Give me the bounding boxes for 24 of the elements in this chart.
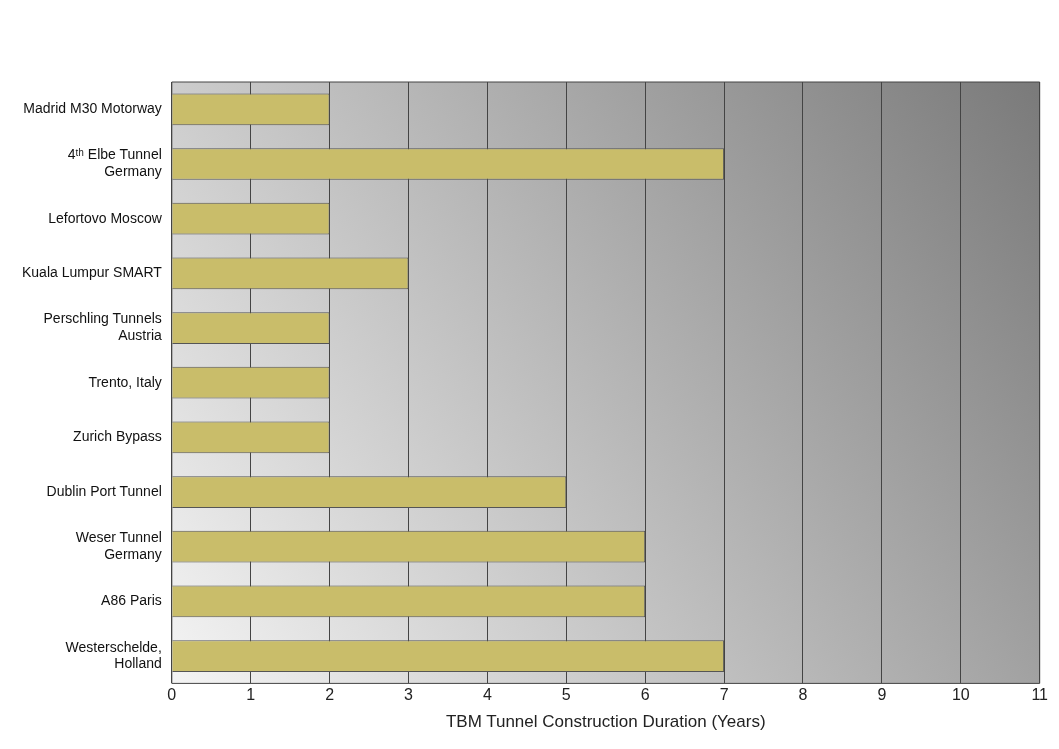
y-tick-label: Westerschelde, Holland (65, 638, 162, 672)
y-tick-label: Trento, Italy (88, 373, 162, 390)
y-tick-label: Weser Tunnel Germany (75, 529, 162, 562)
x-tick-label: 6 (640, 686, 650, 704)
y-tick-label: A86 Paris (101, 592, 162, 609)
y-tick-label: Kuala Lumpur SMART (21, 264, 163, 281)
y-tick-label: Madrid M30 Motorway (23, 100, 162, 117)
x-tick-label: 4 (482, 686, 492, 704)
y-tick-label: Perschling Tunnels Austria (43, 310, 163, 344)
y-tick-label: Dublin Port Tunnel (46, 482, 162, 499)
x-axis-title: TBM Tunnel Construction Duration (Years) (445, 712, 766, 732)
x-tick-label: 0 (167, 686, 177, 704)
x-tick-label: 3 (404, 686, 414, 704)
x-tick-label: 11 (1031, 686, 1049, 704)
x-tick-label: 5 (561, 686, 571, 704)
x-tick-label: 8 (798, 686, 808, 704)
x-tick-label: 1 (246, 686, 256, 704)
x-tick-label: 10 (951, 686, 970, 704)
x-tick-label: 7 (719, 686, 729, 704)
x-tick-label: 9 (877, 686, 887, 704)
x-tick-label: 2 (325, 686, 335, 704)
y-tick-label: Lefortovo Moscow (48, 209, 163, 226)
y-tick-label: Zurich Bypass (73, 428, 162, 445)
y-tick-label: 4ᵗʰ Elbe Tunnel Germany (67, 146, 162, 180)
